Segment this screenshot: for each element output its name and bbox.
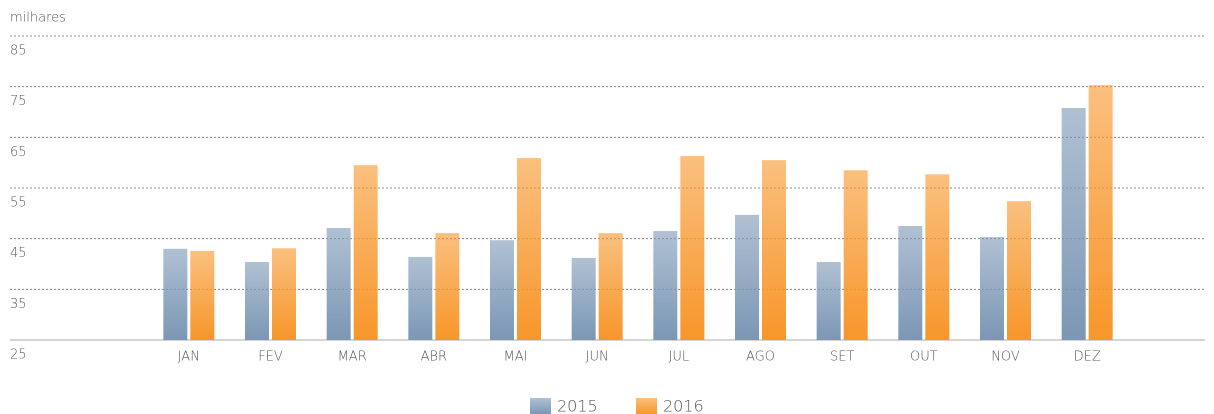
y-tick-label: 25 [10, 348, 27, 363]
x-tick-label: MAR [338, 350, 367, 365]
bar [326, 228, 351, 340]
x-tick-label: JUN [586, 350, 609, 365]
bar [517, 158, 541, 340]
bar [762, 160, 786, 340]
bar [272, 248, 296, 340]
bar [435, 233, 460, 340]
y-axis-label: milhares [10, 11, 66, 26]
bar [925, 174, 950, 340]
bar [245, 261, 269, 340]
bar [490, 240, 514, 340]
x-tick-label: JAN [178, 350, 200, 365]
bar [190, 250, 215, 340]
y-tick-label: 45 [10, 246, 27, 261]
x-tick-label: FEV [258, 350, 283, 365]
bar [598, 233, 623, 340]
bar [680, 156, 705, 340]
y-tick-label: 35 [10, 297, 27, 312]
bar [843, 170, 868, 340]
bar [735, 214, 759, 340]
x-tick-label: OUT [910, 350, 938, 365]
bar [1061, 107, 1086, 341]
x-tick-label: SET [830, 350, 854, 365]
legend-label: 2016 [663, 397, 704, 414]
bar [1088, 85, 1113, 340]
bar [1007, 201, 1031, 340]
bar [816, 261, 841, 340]
x-tick-label: NOV [991, 350, 1020, 365]
legend-swatch [636, 398, 657, 414]
bar [653, 231, 678, 340]
bar [980, 237, 1004, 340]
legend-label: 2015 [557, 397, 598, 414]
y-tick-label: 75 [10, 94, 27, 109]
bar [408, 256, 433, 340]
x-tick-label: DEZ [1074, 350, 1101, 365]
legend-swatch [530, 398, 551, 414]
y-tick-label: 85 [10, 44, 27, 59]
bar [353, 165, 378, 340]
x-tick-label: ABR [421, 350, 447, 365]
bar [898, 226, 923, 340]
bar [163, 248, 188, 340]
bar [571, 257, 596, 340]
y-tick-label: 55 [10, 196, 27, 211]
y-tick-label: 65 [10, 145, 27, 160]
x-tick-label: JUL [669, 350, 690, 365]
x-tick-label: AGO [746, 350, 775, 365]
x-tick-label: MAI [504, 350, 528, 365]
